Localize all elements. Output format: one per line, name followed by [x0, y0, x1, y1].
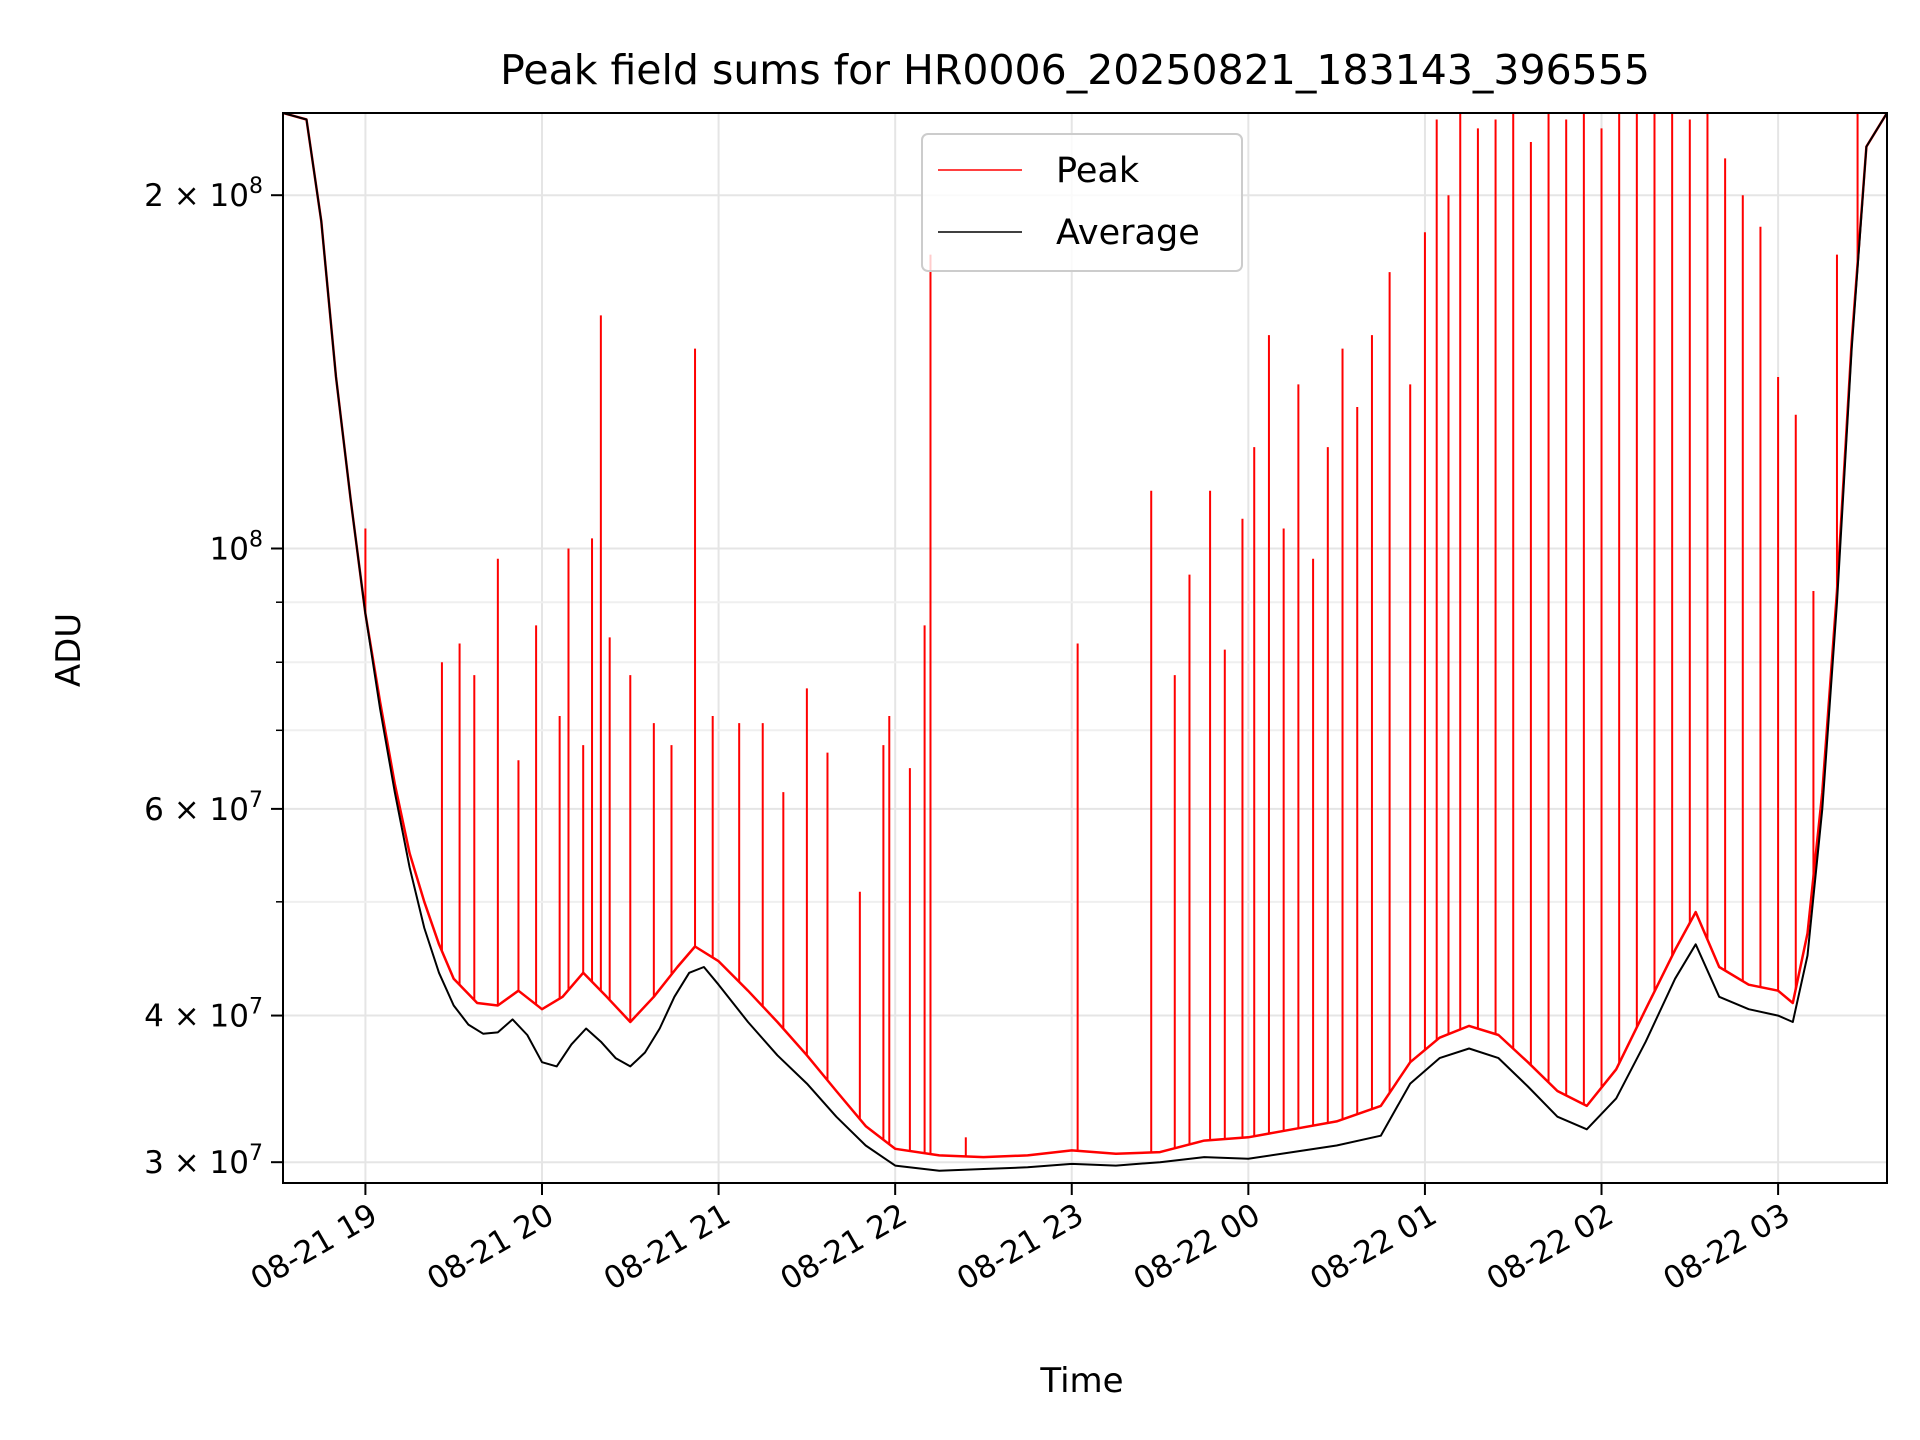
x-axis-label: Time: [1039, 1361, 1123, 1401]
y-axis-label: ADU: [49, 613, 89, 687]
series-average-line: [283, 113, 1887, 1172]
chart-title: Peak field sums for HR0006_20250821_1831…: [500, 46, 1650, 94]
y-tick-label: 4 × 107: [144, 995, 263, 1035]
legend: Peak Average: [921, 133, 1243, 272]
legend-label-average: Average: [1056, 213, 1200, 253]
plot-area: [283, 113, 1887, 1172]
y-tick-label: 2 × 108: [144, 174, 263, 214]
y-tick-label: 3 × 107: [144, 1141, 263, 1181]
y-tick-label: 108: [210, 528, 263, 568]
axes-frame: [282, 112, 1888, 1184]
legend-label-peak: Peak: [1056, 151, 1140, 191]
legend-box: [921, 133, 1243, 272]
y-axis-ticks: 3 × 107 4 × 107 6 × 107 108 2 × 108: [144, 174, 283, 1181]
y-tick-label: 6 × 107: [144, 788, 263, 828]
